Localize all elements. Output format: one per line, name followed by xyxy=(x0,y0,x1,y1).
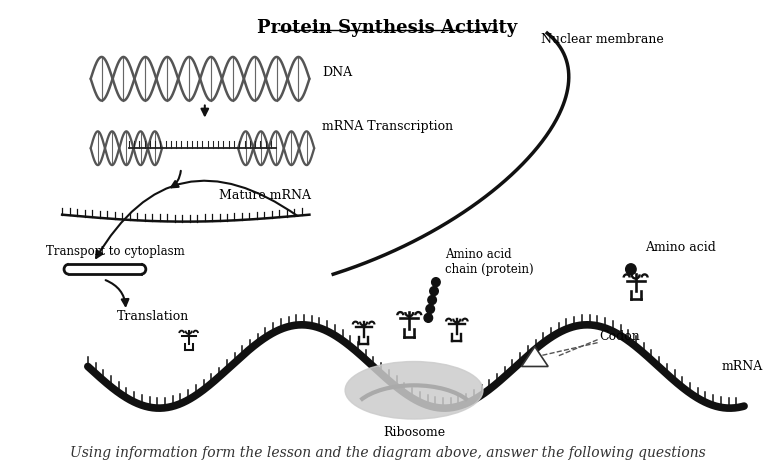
Text: Codon: Codon xyxy=(600,330,640,343)
Text: Mature mRNA: Mature mRNA xyxy=(219,189,311,202)
Text: mRNA Transcription: mRNA Transcription xyxy=(322,120,453,133)
Text: Using information form the lesson and the diagram above, answer the following qu: Using information form the lesson and th… xyxy=(70,446,705,460)
Text: Amino acid: Amino acid xyxy=(645,241,716,254)
Circle shape xyxy=(429,286,439,296)
Ellipse shape xyxy=(345,361,483,419)
Text: mRNA: mRNA xyxy=(722,360,763,373)
Text: Nuclear membrane: Nuclear membrane xyxy=(540,33,663,46)
Text: DNA: DNA xyxy=(322,66,352,80)
Text: Amino acid
chain (protein): Amino acid chain (protein) xyxy=(446,248,534,276)
Polygon shape xyxy=(522,346,548,366)
Circle shape xyxy=(428,296,436,305)
Circle shape xyxy=(432,278,440,286)
Text: Ribosome: Ribosome xyxy=(383,426,445,439)
Circle shape xyxy=(424,313,432,322)
Text: Protein Synthesis Activity: Protein Synthesis Activity xyxy=(257,19,518,37)
Text: Transport to cytoplasm: Transport to cytoplasm xyxy=(46,245,184,258)
Circle shape xyxy=(625,264,636,275)
Circle shape xyxy=(426,305,435,313)
Text: Translation: Translation xyxy=(117,310,190,323)
